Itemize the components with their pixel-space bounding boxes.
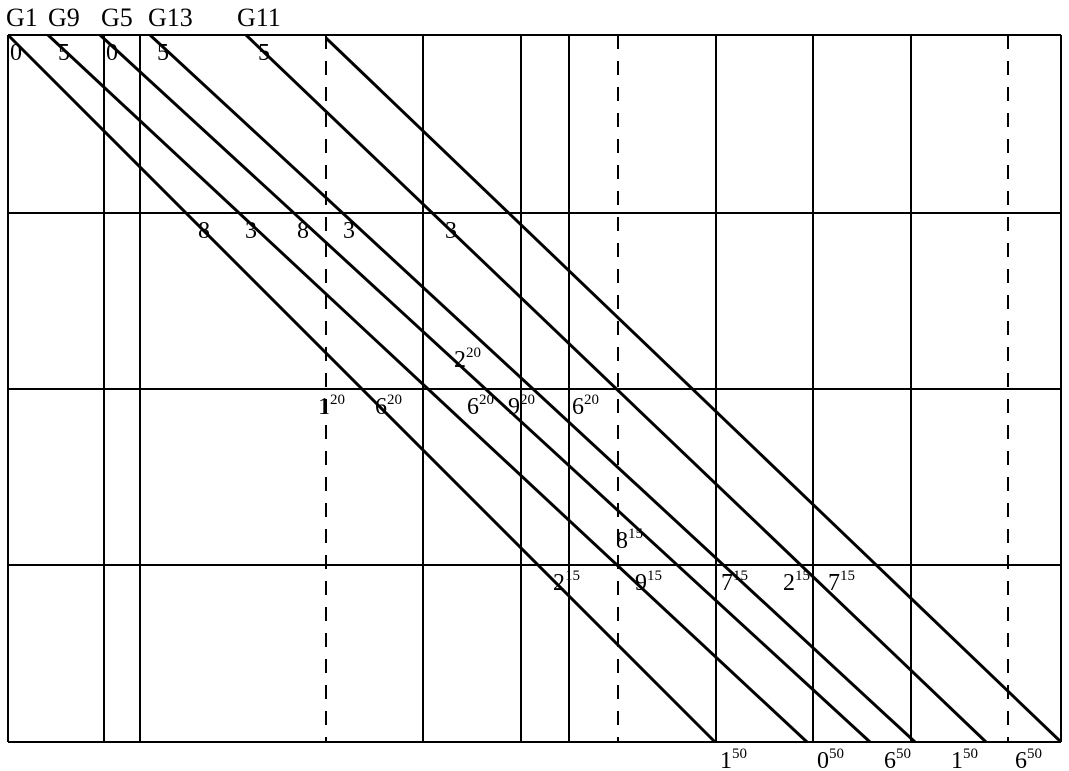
value-base: 0 [10,40,22,66]
value-superscript: 50 [896,746,911,762]
value-annotation: 715 [828,568,855,596]
value-annotation: 215 [783,568,810,596]
value-annotation: 220 [454,345,481,373]
value-superscript: 15 [647,568,662,584]
value-annotation: 3 [245,218,257,244]
value-superscript: 50 [1027,746,1042,762]
value-superscript: 50 [963,746,978,762]
value-base: 2 [454,347,466,373]
value-base: 2 [553,570,565,596]
value-annotation: 5 [58,40,70,66]
value-base: 1 [951,748,963,771]
value-base: 0 [106,40,118,66]
value-base: 2 [783,570,795,596]
value-superscript: 50 [829,746,844,762]
value-annotation: 650 [1015,746,1042,771]
value-base: 9 [508,394,520,420]
column-header-label: G11 [237,3,281,32]
value-base: 6 [375,394,387,420]
diagram-canvas: G1G9G5G13G110505583833220120620620920620… [0,0,1069,771]
value-superscript: 20 [584,392,599,408]
value-annotation: 715 [721,568,748,596]
value-annotation: 0 [106,40,118,66]
value-annotation: 915 [635,568,662,596]
value-annotation: 8 [198,218,210,244]
value-annotation: 620 [467,392,494,420]
value-annotation: 0 [10,40,22,66]
value-annotation: 3 [445,218,457,244]
value-base: 7 [721,570,733,596]
value-superscript: 20 [387,392,402,408]
value-base: 8 [297,218,309,244]
value-base: 5 [258,40,270,66]
value-base: 6 [467,394,479,420]
column-header-label: G5 [101,3,133,32]
value-annotation: 650 [884,746,911,771]
value-base: 0 [817,748,829,771]
value-superscript: 20 [330,392,345,408]
value-superscript: 15 [628,526,643,542]
value-base: 6 [1015,748,1027,771]
value-base: 1 [318,394,330,420]
value-base: 8 [616,528,628,554]
column-header-label: G13 [148,3,193,32]
value-annotation: 3 [343,218,355,244]
value-superscript: 15 [565,568,580,584]
value-base: 7 [828,570,840,596]
value-base: 3 [245,218,257,244]
value-annotation: 150 [720,746,747,771]
value-base: 3 [445,218,457,244]
value-base: 5 [58,40,70,66]
value-annotation: 120 [318,392,345,420]
value-annotation: 8 [297,218,309,244]
value-superscript: 15 [795,568,810,584]
value-annotation: 150 [951,746,978,771]
value-superscript: 15 [840,568,855,584]
value-superscript: 50 [732,746,747,762]
column-header-label: G1 [6,3,38,32]
value-base: 6 [884,748,896,771]
value-superscript: 20 [466,345,481,361]
column-header-label: G9 [48,3,80,32]
value-annotation: 5 [157,40,169,66]
value-annotation: 815 [616,526,643,554]
value-annotation: 050 [817,746,844,771]
value-superscript: 20 [479,392,494,408]
value-base: 1 [720,748,732,771]
value-base: 3 [343,218,355,244]
value-base: 6 [572,394,584,420]
value-base: 9 [635,570,647,596]
value-superscript: 15 [733,568,748,584]
value-base: 5 [157,40,169,66]
value-base: 8 [198,218,210,244]
value-annotation: 620 [572,392,599,420]
value-annotation: 5 [258,40,270,66]
value-superscript: 20 [520,392,535,408]
